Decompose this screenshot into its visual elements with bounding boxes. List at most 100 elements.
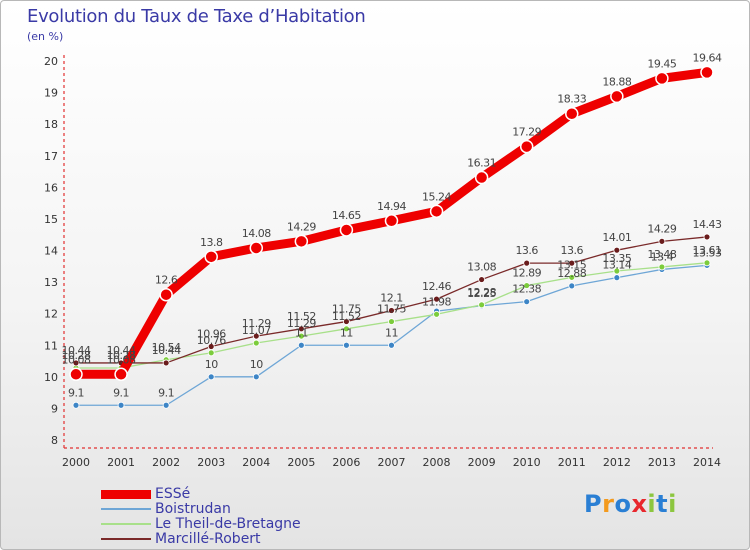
data-label: 11 <box>340 326 353 339</box>
data-label: 10.76 <box>197 334 226 347</box>
data-label: 14.08 <box>242 227 271 240</box>
x-tick-label: 2011 <box>558 456 586 469</box>
data-point <box>252 373 260 381</box>
data-label: 13.14 <box>602 259 631 272</box>
data-label: 11.98 <box>422 295 451 308</box>
data-label: 18.33 <box>557 93 586 106</box>
data-label: 11.07 <box>242 324 271 337</box>
data-label: 13.6 <box>561 244 584 257</box>
x-tick-label: 2002 <box>152 456 180 469</box>
data-point <box>613 274 621 282</box>
data-label: 10.96 <box>197 328 226 341</box>
data-point <box>388 318 395 325</box>
data-point <box>703 233 711 241</box>
data-label: 12.25 <box>467 287 496 300</box>
data-label: 11 <box>385 326 398 339</box>
data-label: 11.29 <box>242 317 271 330</box>
x-tick-label: 2000 <box>62 456 90 469</box>
data-point <box>565 106 579 121</box>
data-point <box>568 282 576 290</box>
data-label: 12.89 <box>512 267 541 280</box>
data-point <box>294 234 309 249</box>
legend-label-esse: ESSé <box>155 486 191 502</box>
y-tick-label: 16 <box>44 181 58 194</box>
data-point <box>249 241 264 255</box>
data-label: 10.44 <box>107 344 136 357</box>
data-label: 19.64 <box>692 51 721 64</box>
data-label: 15.24 <box>422 190 451 203</box>
data-point <box>339 223 354 237</box>
data-label: 13.35 <box>602 252 631 265</box>
data-point <box>429 204 444 219</box>
data-point <box>72 401 80 409</box>
data-point <box>252 339 260 347</box>
data-label: 12.38 <box>512 283 541 296</box>
data-point <box>343 325 350 333</box>
data-point <box>388 307 395 314</box>
data-label: 10.44 <box>152 344 181 357</box>
logo-letter: i <box>668 490 677 518</box>
data-label: 14.29 <box>287 220 316 233</box>
data-label: 10.28 <box>62 349 91 362</box>
data-label: 13.53 <box>692 246 721 259</box>
data-point <box>72 359 80 367</box>
x-tick-label: 2005 <box>287 456 315 469</box>
data-point <box>523 282 531 289</box>
data-point <box>114 367 128 382</box>
x-tick-label: 2009 <box>468 456 496 469</box>
data-point <box>613 246 621 254</box>
logo-letter: t <box>656 490 669 518</box>
data-label: 11.29 <box>287 317 316 330</box>
data-label: 13.8 <box>200 236 223 249</box>
x-tick-label: 2001 <box>107 456 135 469</box>
data-point <box>69 367 83 382</box>
data-point <box>568 259 576 267</box>
data-label: 10.54 <box>152 341 181 354</box>
y-unit-label: (en %) <box>27 30 64 43</box>
data-point <box>297 341 305 349</box>
data-label: 13.48 <box>647 248 676 261</box>
x-tick-label: 2014 <box>693 456 721 469</box>
data-label: 9.1 <box>68 386 84 399</box>
data-label: 17.29 <box>512 126 541 139</box>
data-label: 18.88 <box>602 75 631 88</box>
y-tick-label: 15 <box>44 213 58 226</box>
y-tick-label: 18 <box>44 118 58 131</box>
data-label: 11 <box>295 326 308 339</box>
x-tick-label: 2008 <box>423 456 451 469</box>
data-label: 13.6 <box>515 244 538 257</box>
data-point <box>474 170 489 185</box>
data-point <box>658 263 666 271</box>
data-point <box>610 89 624 104</box>
y-tick-label: 17 <box>44 150 58 163</box>
data-label: 10 <box>205 358 218 371</box>
y-tick-label: 9 <box>51 402 58 415</box>
y-tick-label: 20 <box>44 55 58 68</box>
data-point <box>207 343 215 350</box>
data-label: 13.15 <box>557 258 586 271</box>
y-tick-label: 13 <box>44 276 58 289</box>
data-point <box>252 332 260 340</box>
data-point <box>523 259 531 267</box>
y-tick-label: 10 <box>44 371 58 384</box>
data-point <box>478 301 486 309</box>
data-point <box>568 273 576 281</box>
data-point <box>159 287 173 302</box>
data-point <box>433 310 440 318</box>
data-label: 12.1 <box>380 292 403 305</box>
data-label: 13.61 <box>692 244 721 257</box>
data-point <box>204 250 218 264</box>
logo-letter: x <box>631 490 648 518</box>
legend-label-boistrudan: Boistrudan <box>155 501 231 517</box>
y-tick-label: 8 <box>51 434 58 447</box>
data-label: 14.65 <box>332 209 361 222</box>
data-label: 13.4 <box>651 250 674 263</box>
data-point <box>433 295 440 303</box>
data-label: 10.08 <box>107 353 136 366</box>
legend-swatch-boistrudan <box>101 508 151 510</box>
logo-letter: r <box>602 490 615 518</box>
data-label: 12.28 <box>467 286 496 299</box>
x-tick-label: 2004 <box>242 456 270 469</box>
